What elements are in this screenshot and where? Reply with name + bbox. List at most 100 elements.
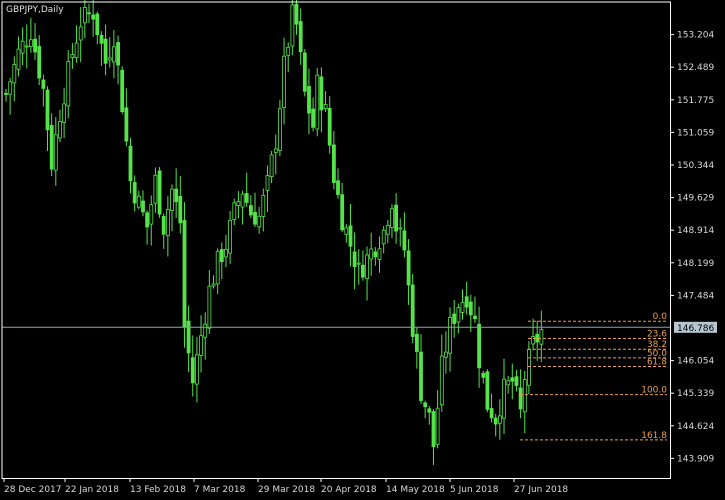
candle-body: [244, 193, 249, 203]
candle-body: [398, 227, 403, 230]
candle-body: [473, 315, 477, 320]
candle-body: [211, 283, 216, 287]
candle-body: [381, 229, 386, 245]
candle-body: [4, 93, 8, 95]
candle-body: [307, 86, 311, 114]
candle-body: [493, 417, 498, 425]
candle-body: [78, 26, 83, 41]
candle-body: [190, 357, 195, 384]
candle-body: [165, 209, 170, 237]
candle-body: [485, 371, 490, 410]
candle-body: [514, 376, 519, 386]
candle-body: [385, 224, 390, 235]
candle-body: [124, 107, 129, 142]
candle-body: [336, 180, 340, 195]
candle-body: [510, 377, 515, 382]
candle-body: [194, 354, 199, 385]
candle-body: [319, 76, 324, 111]
candle-body: [112, 46, 116, 63]
candle-body: [273, 148, 278, 153]
candle-body: [87, 12, 91, 15]
candle-body: [91, 14, 96, 20]
candle-body: [419, 351, 423, 401]
candle-body: [460, 301, 465, 313]
candle-body: [402, 230, 407, 251]
candle-body: [257, 215, 262, 228]
fib-level-label: 161.8: [641, 431, 667, 441]
candle-body: [298, 21, 303, 53]
fibonacci-retracement[interactable]: 0.0 23.638.250.061.8 100.0 161.8: [520, 312, 667, 441]
candle-body: [132, 182, 137, 204]
candle-body: [248, 205, 253, 216]
candle-body: [224, 248, 228, 258]
candle-body: [481, 372, 486, 378]
candle-body: [45, 89, 50, 131]
candle-body: [373, 251, 378, 258]
fib-level-label: 100.0: [641, 386, 667, 396]
price-tick-label: 151.775: [677, 96, 714, 106]
candle-body: [215, 250, 220, 285]
candle-body: [95, 13, 100, 36]
fib-level-label: 0.0: [653, 312, 668, 322]
candle-body: [448, 316, 453, 354]
candle-body: [394, 204, 399, 232]
candle-body: [62, 103, 66, 123]
candle-body: [348, 225, 353, 247]
plot-frame: [1, 1, 671, 479]
candle-body: [203, 323, 208, 338]
candle-body: [66, 61, 71, 107]
price-tick-label: 146.054: [677, 357, 714, 367]
candle-body: [323, 104, 328, 110]
candle-body: [497, 415, 502, 424]
time-axis[interactable]: 28 Dec 2017 22 Jan 2018 13 Feb 2018 7 Mar 2…: [3, 478, 568, 495]
candle-body: [315, 74, 320, 130]
candle-body: [456, 307, 461, 323]
current-price-label: 146.786: [677, 324, 714, 334]
candle-body: [427, 408, 432, 413]
candle-body: [161, 215, 166, 235]
candle-body: [369, 248, 374, 260]
candle-body: [414, 333, 419, 352]
candle-body: [265, 175, 270, 191]
candle-body: [120, 69, 125, 113]
candle-body: [464, 296, 469, 308]
candle-body: [290, 4, 295, 47]
candle-body: [107, 57, 112, 61]
candle-body: [24, 45, 29, 48]
candle-body: [311, 108, 316, 128]
current-price-tag: 146.786: [674, 321, 717, 334]
price-tick-label: 143.909: [677, 454, 714, 464]
candle-body: [174, 188, 179, 203]
candle-body: [20, 40, 25, 54]
price-tick-label: 147.484: [677, 291, 714, 301]
chart-title: GBPJPY,Daily: [6, 5, 64, 15]
candle-body: [170, 188, 174, 211]
candle-body: [8, 81, 13, 95]
time-tick-label: 29 Mar 2018: [258, 485, 315, 495]
price-tick-label: 151.059: [677, 128, 714, 138]
candle-body: [282, 55, 287, 108]
candle-body: [182, 220, 187, 328]
candle-body: [207, 285, 212, 329]
candle-body: [49, 125, 54, 170]
time-tick-label: 5 Jun 2018: [450, 485, 499, 495]
time-tick-label: 7 Mar 2018: [194, 485, 246, 495]
price-axis[interactable]: 153.204 152.489 151.775 151.059 150.344 149.6…: [670, 31, 714, 465]
candle-body: [28, 39, 33, 47]
candle-body: [70, 54, 75, 58]
candle-body: [58, 121, 62, 139]
candle-body: [178, 195, 183, 224]
candle-body: [99, 34, 104, 44]
candle-body: [41, 79, 46, 89]
fib-level-label: 50.0: [647, 349, 667, 359]
candle-body: [435, 407, 440, 445]
fib-level-label: 38.2: [647, 340, 667, 350]
candle-body: [439, 355, 444, 406]
candle-body: [141, 200, 145, 213]
candle-body: [539, 329, 544, 345]
candle-body: [145, 212, 150, 228]
price-tick-label: 149.629: [677, 194, 714, 204]
candle-body: [522, 379, 527, 413]
candle-body: [327, 108, 332, 146]
